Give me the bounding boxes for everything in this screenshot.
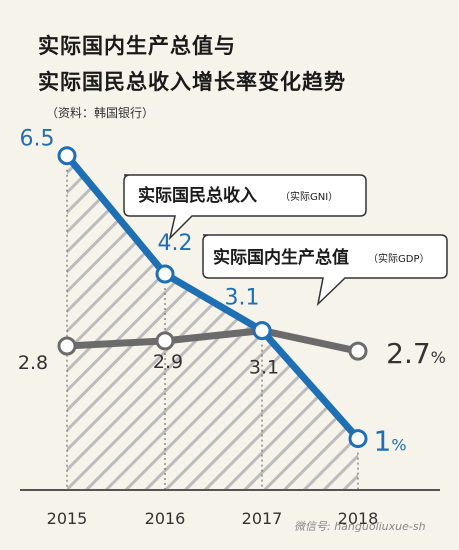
chart-title-line2: 实际国民总收入增长率变化趋势	[38, 70, 346, 94]
gdp-callout: 实际国内生产总值 （实际GDP）	[202, 234, 448, 307]
gdp-last-suffix: %	[431, 348, 446, 367]
gdp-point	[57, 336, 77, 356]
x-tick-label: 2018	[338, 509, 379, 528]
gdp-data-label: 3.1	[249, 357, 279, 379]
gdp-line	[66, 327, 359, 355]
gdp-callout-title: 实际国内生产总值	[213, 247, 349, 268]
gdp-point	[155, 331, 175, 351]
gni-line	[64, 153, 361, 441]
gni-callout: 实际国民总收入 （实际GNI）	[123, 174, 367, 241]
gni-callout-title: 实际国民总收入	[138, 185, 257, 206]
watermark-text: 微信号: hanguoliuxue-sh	[294, 520, 426, 533]
source-note: （资料：韩国银行）	[46, 106, 155, 120]
gni-point	[348, 429, 368, 449]
gni-last-suffix: %	[391, 436, 406, 455]
gni-point	[252, 321, 272, 341]
gni-data-label: 4.2	[158, 231, 193, 256]
gdp-data-label: 2.8	[18, 352, 48, 374]
x-tick-label: 2015	[47, 509, 88, 528]
gdp-data-label: 2.9	[153, 351, 183, 373]
gni-data-label: 3.1	[225, 286, 260, 311]
chart-title-line1: 实际国内生产总值与	[38, 34, 236, 58]
gdp-data-label: 2.7%	[386, 337, 446, 370]
gni-callout-note: （实际GNI）	[280, 190, 338, 203]
gni-data-label: 6.5	[20, 127, 55, 152]
gdp-point	[348, 341, 368, 361]
gni-area	[67, 155, 358, 490]
gni-data-label: 1%	[373, 425, 406, 458]
x-tick-label: 2017	[242, 509, 283, 528]
x-tick-label: 2016	[145, 509, 186, 528]
gni-point	[57, 146, 77, 166]
gdp-callout-note: （实际GDP）	[368, 252, 429, 265]
gni-point	[155, 264, 175, 284]
